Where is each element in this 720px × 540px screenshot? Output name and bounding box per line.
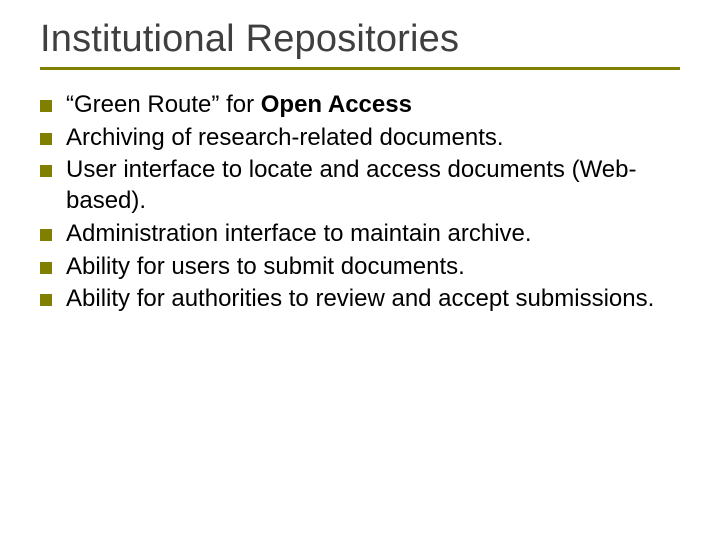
square-bullet-icon: [40, 229, 52, 241]
slide: Institutional Repositories “Green Route”…: [0, 0, 720, 540]
square-bullet-icon: [40, 133, 52, 145]
square-bullet-icon: [40, 165, 52, 177]
text-pre: Archiving of research-related documents.: [66, 124, 504, 151]
text-pre: Administration interface to maintain arc…: [66, 220, 532, 247]
list-item: “Green Route” for Open Access: [40, 90, 680, 121]
list-item-text: Archiving of research-related documents.: [66, 123, 680, 154]
list-item: Archiving of research-related documents.: [40, 123, 680, 154]
square-bullet-icon: [40, 294, 52, 306]
list-item: Administration interface to maintain arc…: [40, 219, 680, 250]
list-item: User interface to locate and access docu…: [40, 155, 680, 216]
list-item-text: Ability for authorities to review and ac…: [66, 284, 680, 315]
title-underline: [40, 67, 680, 70]
text-pre: “Green Route” for: [66, 91, 261, 118]
list-item-text: Ability for users to submit documents.: [66, 252, 680, 283]
square-bullet-icon: [40, 100, 52, 112]
list-item-text: User interface to locate and access docu…: [66, 155, 680, 216]
text-pre: Ability for authorities to review and ac…: [66, 285, 654, 312]
slide-body: “Green Route” for Open Access Archiving …: [40, 90, 680, 315]
list-item-text: “Green Route” for Open Access: [66, 90, 680, 121]
square-bullet-icon: [40, 262, 52, 274]
list-item: Ability for users to submit documents.: [40, 252, 680, 283]
list-item: Ability for authorities to review and ac…: [40, 284, 680, 315]
text-pre: User interface to locate and access docu…: [66, 156, 637, 214]
list-item-text: Administration interface to maintain arc…: [66, 219, 680, 250]
text-bold: Open Access: [261, 91, 412, 118]
slide-title: Institutional Repositories: [40, 18, 680, 61]
text-pre: Ability for users to submit documents.: [66, 253, 465, 280]
